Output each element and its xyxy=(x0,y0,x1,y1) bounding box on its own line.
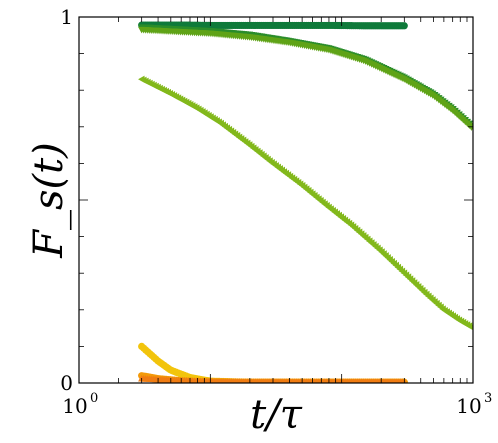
series-1 xyxy=(138,24,473,129)
x-axis-label: t/τ xyxy=(250,392,303,438)
plot-frame xyxy=(78,16,474,384)
series-6 xyxy=(138,375,407,383)
data-point xyxy=(467,124,473,131)
y-tick-label: 1 xyxy=(60,5,73,29)
x-tick-label: 10 xyxy=(62,394,87,418)
series-2 xyxy=(138,26,473,131)
data-point xyxy=(467,324,473,331)
axis-ticks: 10 0 10 301 xyxy=(60,5,492,418)
series-3 xyxy=(138,75,473,331)
x-tick-label: 10 xyxy=(456,394,481,418)
data-point xyxy=(400,22,408,30)
x-tick-exponent: 3 xyxy=(484,391,492,406)
x-tick-exponent: 0 xyxy=(90,391,98,406)
y-tick-label: 0 xyxy=(60,371,73,395)
plot-area xyxy=(138,21,473,383)
y-axis-label: F_s(t) xyxy=(26,142,72,259)
